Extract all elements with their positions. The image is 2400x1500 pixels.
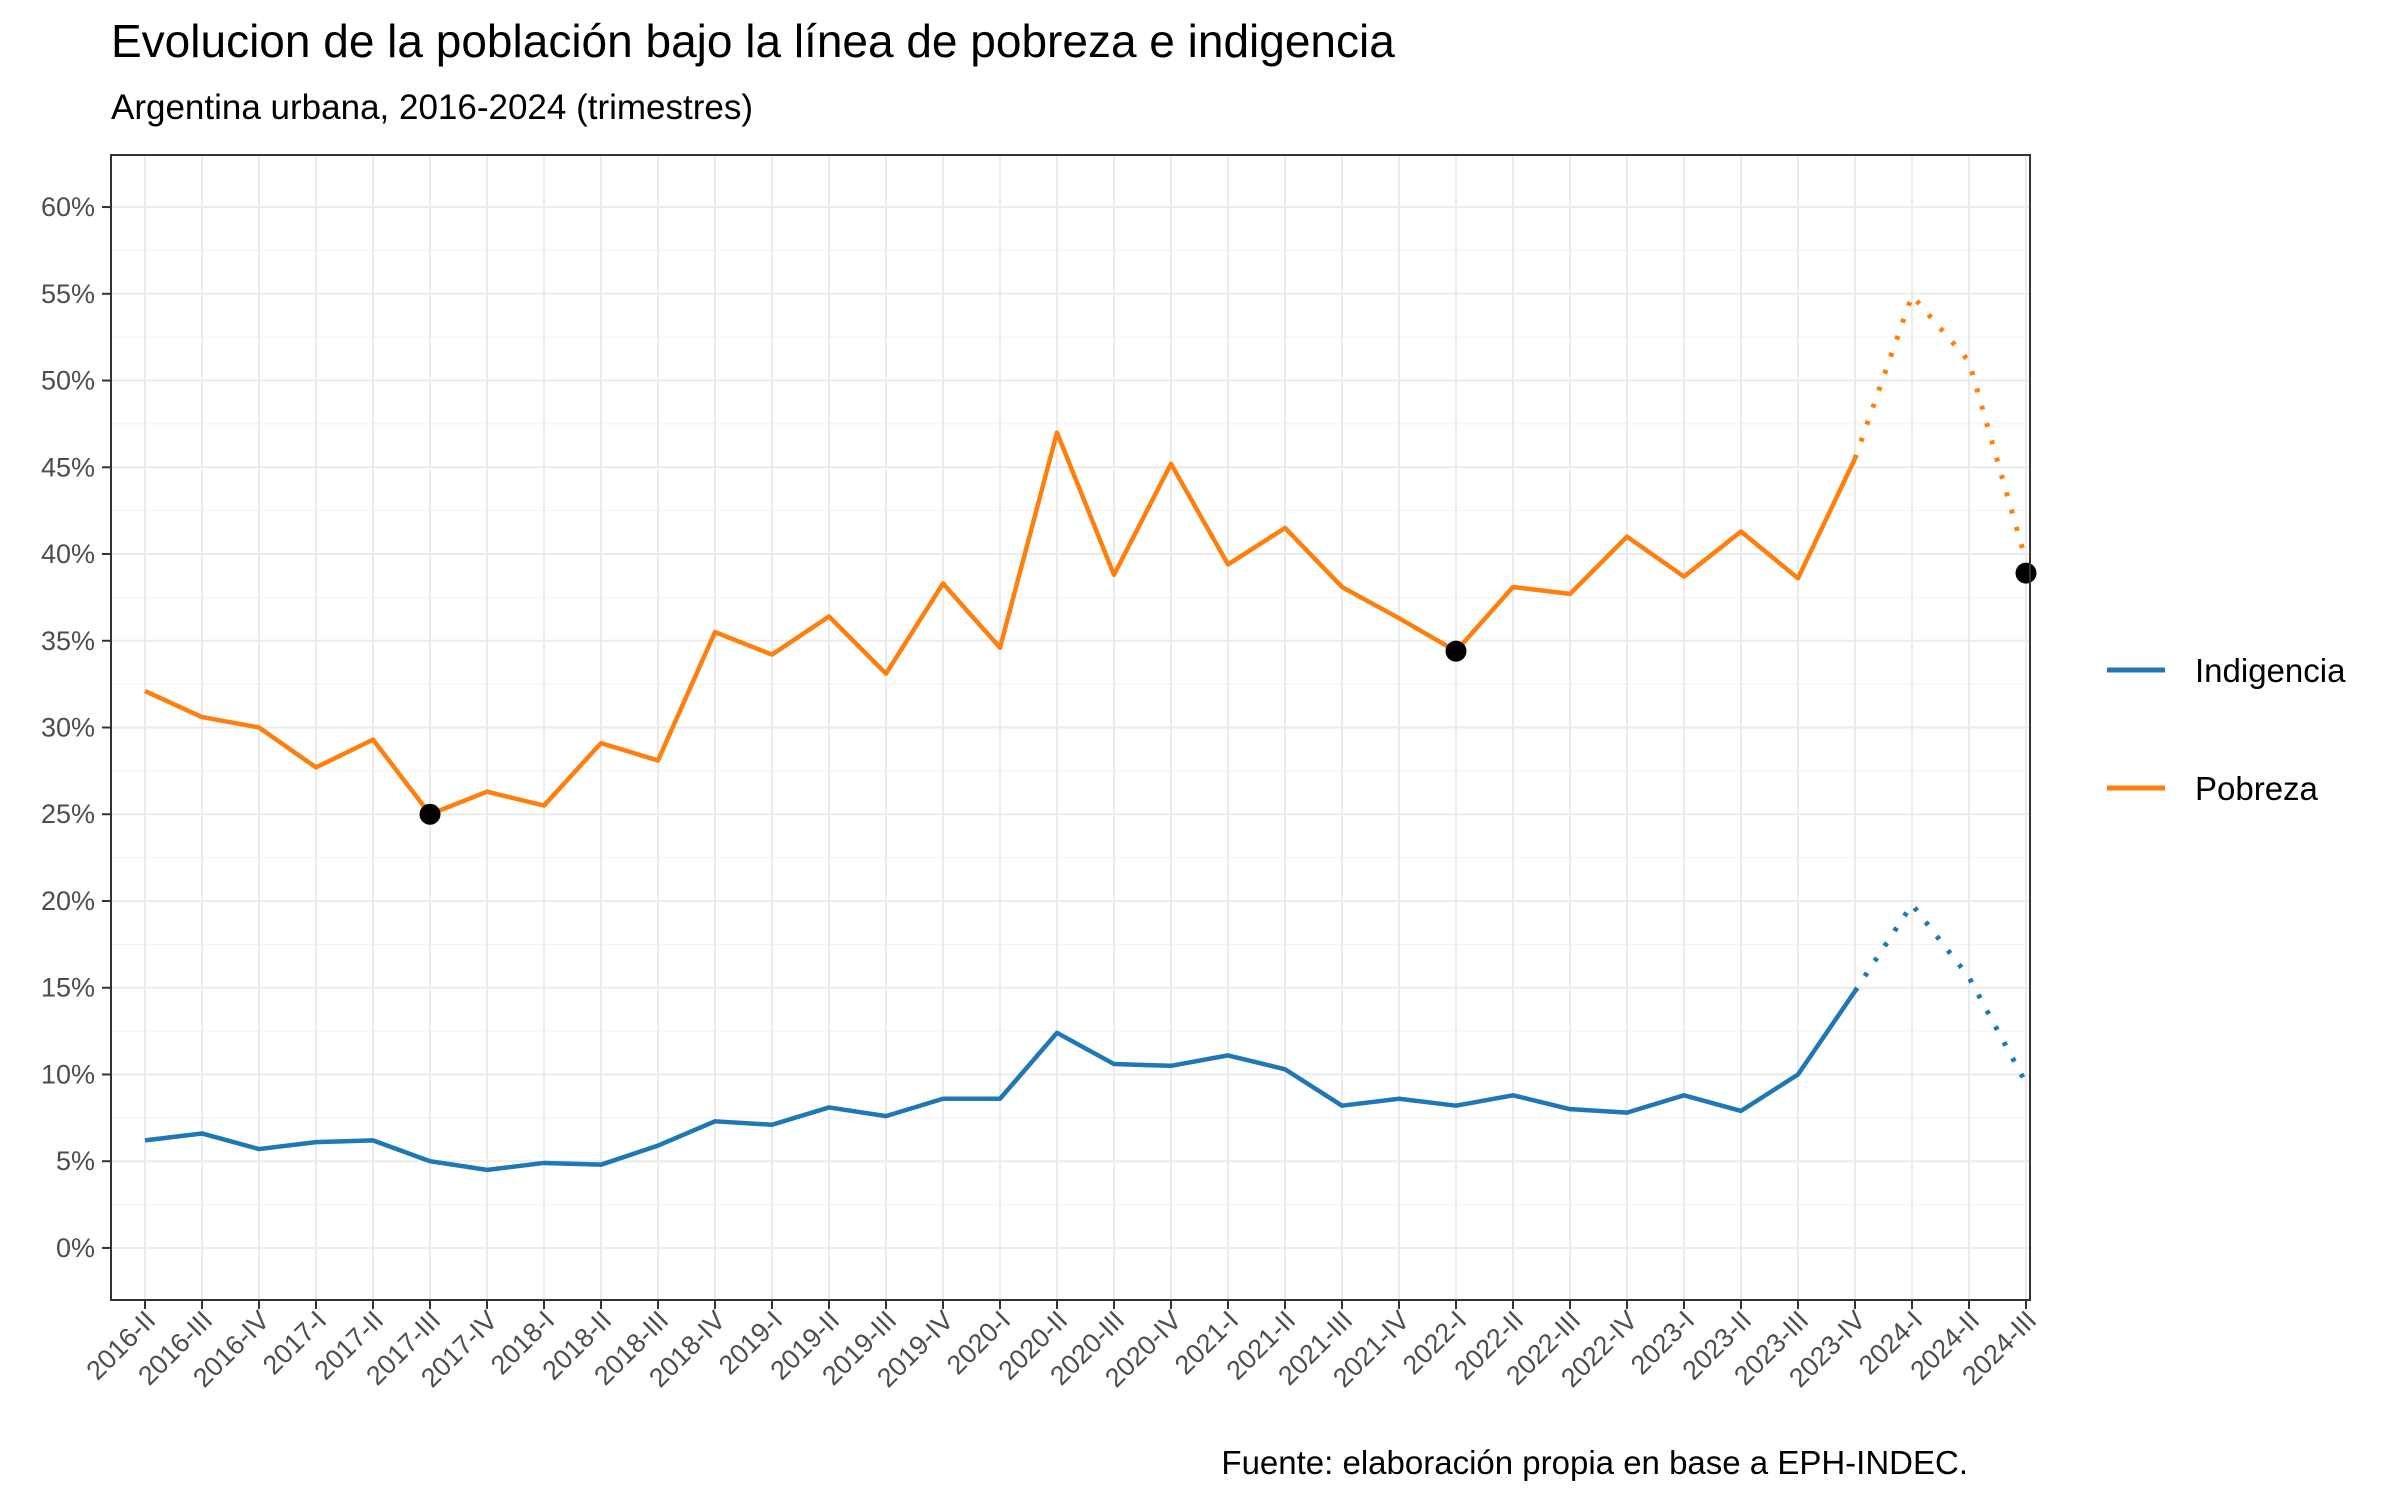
chart-caption: Fuente: elaboración propia en base a EPH… bbox=[1221, 1444, 1968, 1481]
y-axis: 0% 5% 10% 15% 20% 25% 30% 35% 40% 45% 50% 55% 60% bbox=[41, 192, 111, 1263]
series-line-indigencia bbox=[144, 989, 1857, 1173]
y-tick-label: 25% bbox=[41, 799, 95, 829]
y-tick-label: 60% bbox=[41, 192, 95, 222]
highlight-point bbox=[1445, 640, 1467, 662]
series-line-pobreza-projected bbox=[1852, 290, 2029, 562]
y-tick-label: 20% bbox=[41, 886, 95, 916]
highlight-point bbox=[419, 803, 441, 825]
legend-label-pobreza: Pobreza bbox=[2195, 770, 2319, 807]
highlight-point bbox=[2015, 562, 2037, 584]
y-tick-label: 45% bbox=[41, 452, 95, 482]
y-tick-label: 30% bbox=[41, 713, 95, 743]
y-tick-label: 40% bbox=[41, 539, 95, 569]
legend-label-indigencia: Indigencia bbox=[2195, 652, 2346, 689]
highlight-points bbox=[419, 562, 2037, 825]
y-tick-label: 0% bbox=[56, 1233, 95, 1263]
y-tick-label: 35% bbox=[41, 626, 95, 656]
chart-title: Evolucion de la población bajo la línea … bbox=[111, 15, 1395, 67]
y-tick-label: 5% bbox=[56, 1146, 95, 1176]
legend: Indigencia Pobreza bbox=[2107, 652, 2346, 807]
y-tick-label: 15% bbox=[41, 973, 95, 1003]
x-axis: 2016-II2016-III2016-IV2017-I2017-II2017-… bbox=[81, 1300, 2042, 1393]
y-tick-label: 55% bbox=[41, 279, 95, 309]
chart-subtitle: Argentina urbana, 2016-2024 (trimestres) bbox=[111, 88, 754, 127]
y-tick-label: 10% bbox=[41, 1059, 95, 1089]
y-tick-label: 50% bbox=[41, 366, 95, 396]
